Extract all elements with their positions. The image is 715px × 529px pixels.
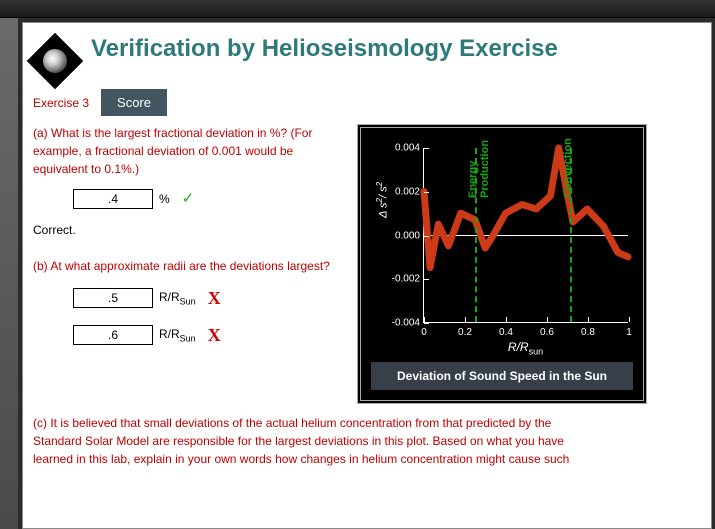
lesson-icon	[27, 33, 84, 90]
question-c: (c) It is believed that small deviations…	[33, 414, 593, 468]
checkmark-icon: ✓	[182, 188, 195, 211]
window-topbar	[0, 0, 715, 18]
chart-tick	[506, 317, 507, 322]
exercise-label: Exercise 3	[33, 96, 89, 110]
chart-tick	[629, 317, 630, 322]
chart-curve	[424, 148, 628, 322]
answer-row-b2: R/RSun X	[73, 322, 343, 349]
part-c-label: (c)	[33, 416, 47, 430]
part-a-label: (a)	[33, 126, 48, 140]
answer-input-b1[interactable]	[73, 288, 153, 308]
window-leftrail	[0, 18, 18, 529]
x-icon: X	[208, 285, 221, 312]
chart-xtick-label: 1	[626, 327, 632, 338]
chart-tick	[424, 317, 425, 322]
score-button[interactable]: Score	[101, 89, 167, 116]
question-b: (b) At what approximate radii are the de…	[33, 257, 343, 275]
chart-ytick-label: 0.000	[376, 230, 420, 241]
chart-xtick-label: 0.6	[540, 327, 554, 338]
chart-xtick-label: 0.4	[499, 327, 513, 338]
chart-ytick-label: -0.002	[376, 274, 420, 285]
chart-tick	[547, 317, 548, 322]
unit-a: %	[159, 190, 170, 208]
answer-input-b2[interactable]	[73, 325, 153, 345]
unit-b1: R/RSun	[159, 288, 196, 309]
part-a-text: What is the largest fractional deviation…	[33, 126, 312, 176]
chart-tick	[424, 236, 429, 237]
chart-tick	[588, 317, 589, 322]
part-b-label: (b)	[33, 259, 48, 273]
answer-row-a: % ✓	[73, 188, 343, 211]
x-icon: X	[208, 322, 221, 349]
chart-xtick-label: 0.8	[581, 327, 595, 338]
unit-b2: R/RSun	[159, 325, 196, 346]
chart-tick	[465, 317, 466, 322]
chart-ytick-label: -0.004	[376, 318, 420, 329]
chart-region-label: Convection	[562, 138, 574, 198]
exercise-row: Exercise 3 Score	[33, 89, 701, 116]
chart-xtick-label: 0.2	[458, 327, 472, 338]
content-columns: (a) What is the largest fractional devia…	[33, 124, 701, 404]
chart-xtick-label: 0	[421, 327, 427, 338]
page-title: Verification by Helioseismology Exercise	[91, 35, 558, 63]
chart-plotarea: -0.004-0.0020.0000.0020.00400.20.40.60.8…	[423, 148, 628, 323]
chart-tick	[424, 192, 429, 193]
chart-tick	[424, 323, 429, 324]
chart-ytick-label: 0.002	[376, 186, 420, 197]
answer-input-a[interactable]	[73, 189, 153, 209]
feedback-a: Correct.	[33, 221, 343, 239]
part-b-text: At what approximate radii are the deviat…	[50, 259, 330, 273]
chart-panel: Δ s2/ s2 -0.004-0.0020.0000.0020.00400.2…	[357, 124, 647, 404]
chart-region-label: EnergyProduction	[467, 140, 491, 198]
chart-ytick-label: 0.004	[376, 143, 420, 154]
page-body: Verification by Helioseismology Exercise…	[22, 22, 712, 529]
questions-column: (a) What is the largest fractional devia…	[33, 124, 343, 404]
answer-row-b1: R/RSun X	[73, 285, 343, 312]
page-header: Verification by Helioseismology Exercise	[33, 35, 701, 81]
question-a: (a) What is the largest fractional devia…	[33, 124, 343, 178]
chart-caption: Deviation of Sound Speed in the Sun	[371, 362, 633, 390]
chart-tick	[424, 279, 429, 280]
part-c-text: It is believed that small deviations of …	[33, 416, 569, 466]
chart-tick	[424, 148, 429, 149]
chart-xlabel: R/Rsun	[423, 340, 628, 356]
